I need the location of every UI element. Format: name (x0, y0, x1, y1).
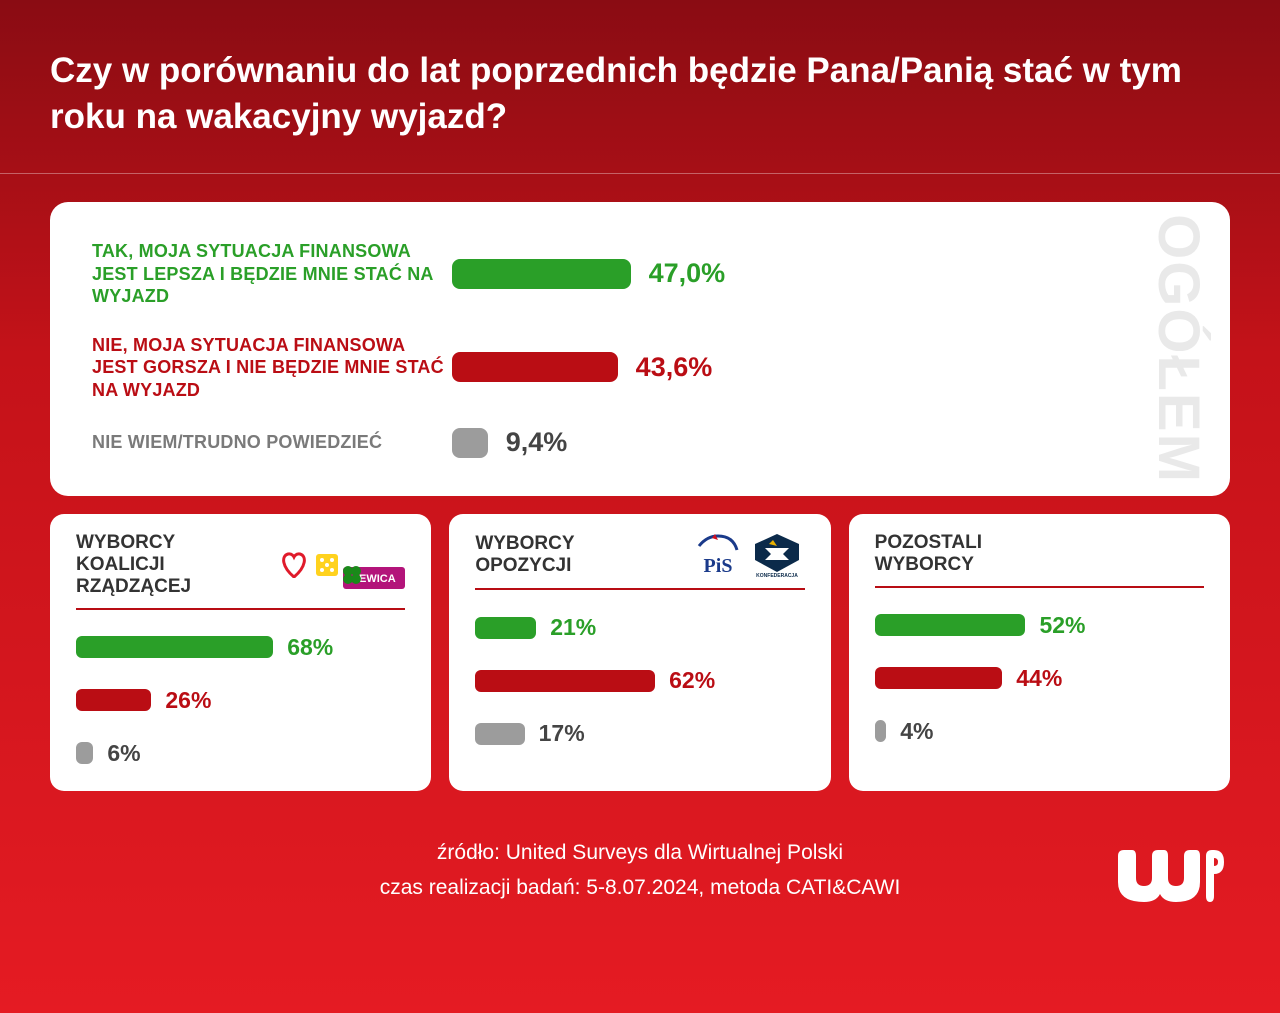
group-panel: WYBORCYOPOZYCJI PiS KONFEDERACJA 21% 62% 1… (449, 514, 830, 791)
group-bar-value: 52% (1039, 612, 1085, 639)
overall-bar-value: 47,0% (649, 258, 726, 289)
overall-row: TAK, MOJA SYTUACJA FINANSOWA JEST LEPSZA… (92, 240, 1170, 308)
group-row: 6% (76, 740, 405, 767)
konfederacja-logo-icon: KONFEDERACJA (749, 532, 805, 578)
footer: źródło: United Surveys dla Wirtualnej Po… (0, 835, 1280, 946)
overall-bar (452, 428, 488, 458)
group-bar (76, 742, 93, 764)
group-head: POZOSTALIWYBORCY (875, 532, 1204, 588)
group-panel: WYBORCYKOALICJI RZĄDZĄCEJ LEWICA 68% 26% 6… (50, 514, 431, 791)
group-title: WYBORCYKOALICJI RZĄDZĄCEJ (76, 532, 279, 598)
group-panel: POZOSTALIWYBORCY 52% 44% 4% (849, 514, 1230, 791)
overall-row: NIE, MOJA SYTUACJA FINANSOWA JEST GORSZA… (92, 334, 1170, 402)
overall-bar (452, 259, 631, 289)
group-bar-value: 6% (107, 740, 140, 767)
group-bar (875, 614, 1026, 636)
overall-panel: OGÓŁEM TAK, MOJA SYTUACJA FINANSOWA JEST… (50, 202, 1230, 496)
overall-bar-wrap: 9,4% (452, 427, 1170, 458)
overall-answer-label: TAK, MOJA SYTUACJA FINANSOWA JEST LEPSZA… (92, 240, 452, 308)
svg-text:KONFEDERACJA: KONFEDERACJA (756, 573, 798, 578)
overall-bar (452, 352, 618, 382)
overall-bar-value: 43,6% (636, 352, 713, 383)
ko-heart-icon (279, 552, 309, 578)
group-row: 68% (76, 634, 405, 661)
pis-logo-icon: PiS (693, 532, 743, 578)
overall-answer-label: NIE, MOJA SYTUACJA FINANSOWA JEST GORSZA… (92, 334, 452, 402)
overall-bar-wrap: 43,6% (452, 352, 1170, 383)
psl-clover-icon (341, 564, 363, 586)
overall-answer-label: NIE WIEM/TRUDNO POWIEDZIEĆ (92, 431, 452, 454)
group-head: WYBORCYKOALICJI RZĄDZĄCEJ LEWICA (76, 532, 405, 610)
group-bar (76, 636, 273, 658)
wp-logo-icon (1114, 848, 1224, 916)
group-bar-value: 62% (669, 667, 715, 694)
td-logo-icon (315, 553, 339, 577)
overall-bar-wrap: 47,0% (452, 258, 1170, 289)
sub-panels: WYBORCYKOALICJI RZĄDZĄCEJ LEWICA 68% 26% 6… (50, 514, 1230, 791)
group-bar (475, 617, 536, 639)
group-row: 52% (875, 612, 1204, 639)
group-title: WYBORCYOPOZYCJI (475, 533, 574, 577)
group-row: 4% (875, 718, 1204, 745)
group-bar (475, 670, 655, 692)
group-row: 26% (76, 687, 405, 714)
group-bar (76, 689, 151, 711)
group-bar-value: 68% (287, 634, 333, 661)
group-head: WYBORCYOPOZYCJI PiS KONFEDERACJA (475, 532, 804, 590)
svg-text:PiS: PiS (703, 555, 732, 577)
watermark-label: OGÓŁEM (1145, 214, 1212, 484)
group-row: 62% (475, 667, 804, 694)
overall-row: NIE WIEM/TRUDNO POWIEDZIEĆ 9,4% (92, 427, 1170, 458)
overall-bar-value: 9,4% (506, 427, 568, 458)
group-bar (475, 723, 524, 745)
group-bar-value: 26% (165, 687, 211, 714)
group-bar-value: 17% (539, 720, 585, 747)
group-bar (875, 667, 1003, 689)
party-logos: LEWICA (279, 541, 405, 589)
group-row: 17% (475, 720, 804, 747)
group-row: 44% (875, 665, 1204, 692)
group-bar-value: 44% (1016, 665, 1062, 692)
group-row: 21% (475, 614, 804, 641)
group-bar (875, 720, 887, 742)
group-bar-value: 4% (900, 718, 933, 745)
group-title: POZOSTALIWYBORCY (875, 532, 982, 576)
method-line: czas realizacji badań: 5-8.07.2024, meto… (0, 870, 1280, 906)
header: Czy w porównaniu do lat poprzednich będz… (0, 0, 1280, 174)
question-title: Czy w porównaniu do lat poprzednich będz… (50, 48, 1230, 139)
source-line: źródło: United Surveys dla Wirtualnej Po… (0, 835, 1280, 871)
party-logos: PiS KONFEDERACJA (693, 532, 805, 578)
group-bar-value: 21% (550, 614, 596, 641)
